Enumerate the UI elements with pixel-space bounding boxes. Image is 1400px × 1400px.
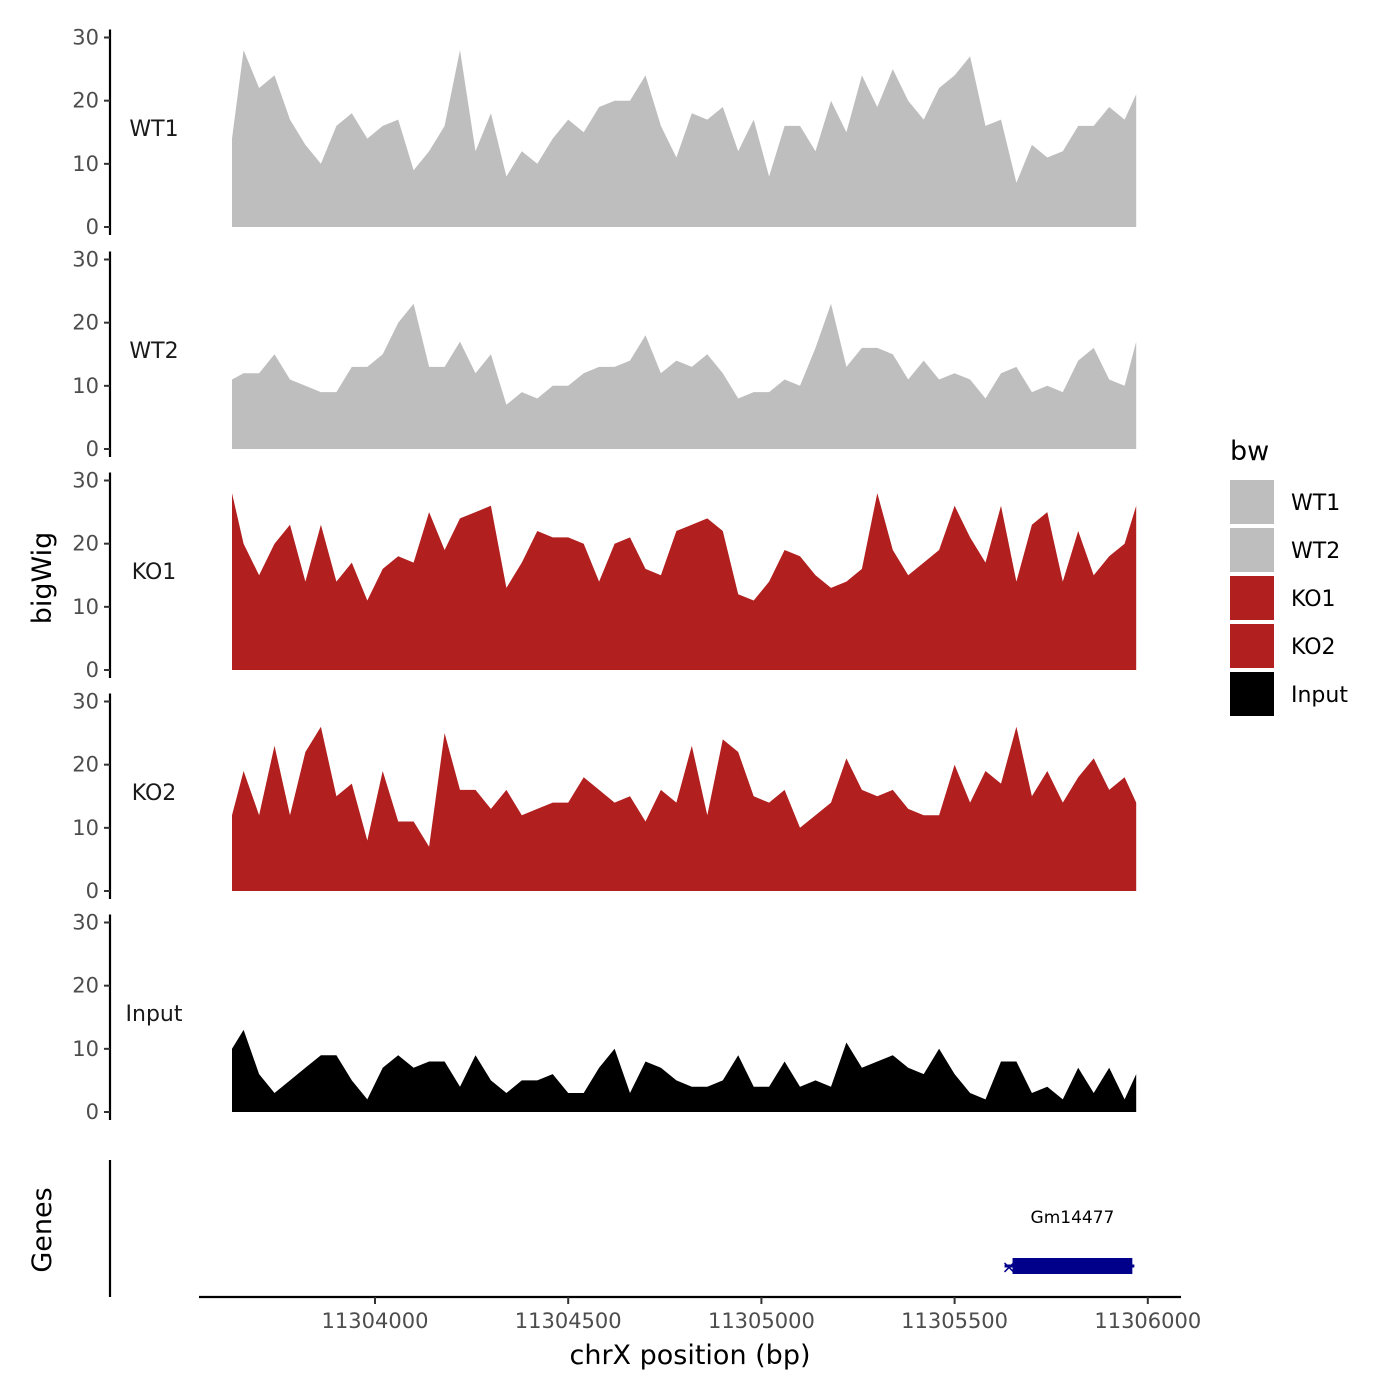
y-axis-title: bigWig bbox=[27, 532, 58, 625]
y-tick-label: 0 bbox=[86, 658, 99, 682]
legend-label-wt2: WT2 bbox=[1291, 539, 1340, 564]
track-panel-input: 0 10 20 30 Input bbox=[72, 911, 1137, 1124]
area-series-wt1 bbox=[232, 50, 1137, 227]
x-axis: 11304000 11304500 11305000 11305500 11306000 bbox=[199, 1295, 1201, 1333]
area-series-input bbox=[232, 1029, 1137, 1112]
legend-title: bw bbox=[1230, 436, 1269, 467]
y-tick-label: 30 bbox=[72, 690, 99, 714]
legend-label-wt1: WT1 bbox=[1291, 491, 1340, 516]
y-tick-label: 20 bbox=[72, 311, 99, 335]
x-tick-label: 11305000 bbox=[708, 1309, 815, 1333]
y-tick-label: 10 bbox=[72, 595, 99, 619]
legend-swatch-wt2 bbox=[1230, 528, 1274, 572]
y-tick-label: 30 bbox=[72, 469, 99, 493]
legend-swatch-wt1 bbox=[1230, 480, 1274, 524]
y-tick-label: 30 bbox=[72, 248, 99, 272]
area-series-ko2 bbox=[232, 726, 1137, 891]
area-series-wt2 bbox=[232, 303, 1137, 449]
y-tick-label: 30 bbox=[72, 911, 99, 935]
track-label-wt1: WT1 bbox=[129, 117, 178, 142]
track-label-input: Input bbox=[126, 1002, 183, 1027]
y-tick-label: 10 bbox=[72, 374, 99, 398]
track-label-ko1: KO1 bbox=[132, 560, 177, 585]
legend-label-ko2: KO2 bbox=[1291, 635, 1336, 660]
track-label-ko2: KO2 bbox=[132, 781, 177, 806]
y-tick-label: 30 bbox=[72, 26, 99, 50]
tracks-layer: 0 10 20 30 WT1 0 10 20 30 WT2 0 10 20 30 KO1 0 10 20 30 KO2… bbox=[72, 26, 1137, 1124]
genes-track-title: Genes bbox=[27, 1187, 58, 1272]
track-panel-ko1: 0 10 20 30 KO1 bbox=[72, 469, 1137, 682]
y-tick-label: 10 bbox=[72, 1037, 99, 1061]
track-panel-wt2: 0 10 20 30 WT2 bbox=[72, 248, 1137, 461]
x-tick-label: 11306000 bbox=[1094, 1309, 1201, 1333]
area-series-ko1 bbox=[232, 493, 1137, 670]
legend-label-ko1: KO1 bbox=[1291, 587, 1336, 612]
y-tick-label: 10 bbox=[72, 816, 99, 840]
y-tick-label: 0 bbox=[86, 1100, 99, 1124]
y-tick-label: 0 bbox=[86, 879, 99, 903]
gene-label-gm14477: Gm14477 bbox=[1031, 1208, 1115, 1228]
legend-label-input: Input bbox=[1291, 683, 1348, 708]
legend-swatch-ko1 bbox=[1230, 576, 1274, 620]
y-tick-label: 10 bbox=[72, 152, 99, 176]
track-panel-wt1: 0 10 20 30 WT1 bbox=[72, 26, 1137, 239]
legend: bw WT1 WT2 KO1 KO2 Input bbox=[1230, 436, 1348, 716]
x-tick-label: 11304500 bbox=[515, 1309, 622, 1333]
y-tick-label: 0 bbox=[86, 437, 99, 461]
y-tick-label: 0 bbox=[86, 215, 99, 239]
y-tick-label: 20 bbox=[72, 974, 99, 998]
strand-mark: × bbox=[1002, 1257, 1017, 1278]
x-tick-label: 11305500 bbox=[901, 1309, 1008, 1333]
legend-swatch-input bbox=[1230, 672, 1274, 716]
track-label-wt2: WT2 bbox=[129, 339, 178, 364]
genes-track: × Gm14477 bbox=[108, 1160, 1135, 1297]
track-panel-ko2: 0 10 20 30 KO2 bbox=[72, 690, 1137, 903]
legend-swatch-ko2 bbox=[1230, 624, 1274, 668]
x-axis-title: chrX position (bp) bbox=[569, 1340, 810, 1371]
x-tick-label: 11304000 bbox=[322, 1309, 429, 1333]
y-tick-label: 20 bbox=[72, 89, 99, 113]
y-tick-label: 20 bbox=[72, 532, 99, 556]
y-tick-label: 20 bbox=[72, 753, 99, 777]
